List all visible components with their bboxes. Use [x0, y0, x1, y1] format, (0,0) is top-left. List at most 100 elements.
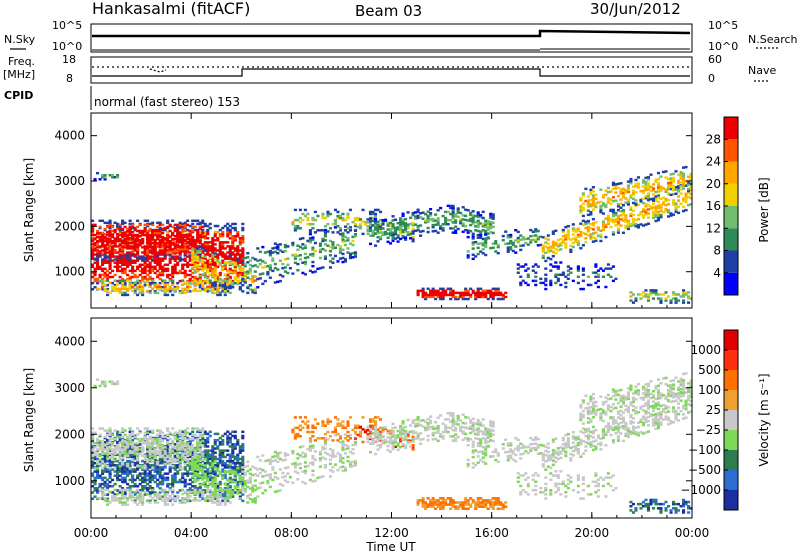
velocity-cell: [166, 478, 170, 482]
power-cell: [216, 259, 220, 262]
power-cell: [171, 237, 175, 241]
power-cell: [223, 289, 227, 293]
power-cell: [238, 261, 242, 264]
power-cell: [594, 203, 598, 207]
velocity-cell: [161, 439, 165, 443]
power-cell: [168, 248, 172, 251]
power-cell: [416, 228, 420, 232]
velocity-cell: [183, 468, 187, 471]
velocity-cell: [223, 461, 227, 465]
power-cell: [661, 202, 666, 206]
power-cell: [644, 209, 648, 212]
power-cell: [148, 237, 152, 241]
power-cell: [551, 244, 555, 248]
velocity-cell: [223, 487, 227, 490]
power-cell: [238, 267, 242, 270]
power-cell: [268, 249, 272, 253]
power-cell: [216, 253, 220, 256]
power-cell: [441, 229, 445, 232]
power-cell: [263, 261, 267, 264]
velocity-cell: [231, 466, 235, 469]
power-cell: [188, 247, 192, 250]
velocity-cell: [233, 468, 237, 471]
power-cell: [106, 239, 110, 243]
power-cell: [183, 239, 187, 243]
power-cell: [206, 276, 210, 280]
power-cell: [424, 295, 428, 299]
power-cell: [391, 239, 395, 242]
power-cell: [586, 209, 590, 212]
power-cell: [216, 257, 220, 260]
power-cell: [248, 263, 252, 267]
velocity-cell: [93, 487, 97, 490]
velocity-cell: [181, 444, 185, 447]
power-cell: [241, 251, 245, 254]
power-cell: [589, 283, 593, 287]
velocity-cell: [103, 452, 107, 455]
power-cell: [406, 233, 410, 237]
power-cell: [661, 196, 666, 200]
power-cell: [481, 291, 485, 295]
velocity-cell: [126, 444, 130, 447]
power-cell: [333, 218, 338, 222]
velocity-cell: [238, 447, 242, 450]
power-cell: [171, 267, 175, 271]
power-cell: [126, 263, 130, 266]
velocity-cell: [163, 450, 167, 453]
power-cell: [223, 273, 227, 276]
velocity-cell: [131, 480, 135, 484]
velocity-cell: [216, 447, 220, 450]
power-cell: [571, 237, 575, 240]
power-cell: [156, 259, 160, 262]
power-cell: [158, 281, 162, 285]
power-cell: [441, 297, 445, 301]
power-cell: [676, 179, 681, 183]
power-cell: [416, 208, 420, 211]
velocity-cell: [143, 456, 147, 460]
power-cell: [118, 279, 122, 282]
power-cell: [121, 242, 125, 245]
power-cell: [591, 194, 595, 197]
power-cell: [148, 229, 152, 233]
power-cell: [546, 256, 550, 260]
power-cell: [141, 229, 145, 233]
power-cell: [121, 257, 125, 260]
power-colorbar-tick: 12: [706, 221, 721, 235]
power-cell: [589, 204, 593, 208]
power-cell: [569, 250, 573, 254]
velocity-cell: [218, 453, 222, 457]
power-cell: [251, 278, 255, 282]
power-cell: [484, 237, 488, 240]
power-cell: [126, 227, 130, 231]
power-cell: [213, 224, 217, 228]
power-cell: [206, 249, 210, 252]
power-cell: [163, 227, 167, 231]
power-cell: [218, 245, 222, 248]
power-cell: [636, 293, 641, 296]
power-cell: [454, 219, 458, 222]
velocity-cell: [126, 499, 130, 502]
power-cell: [213, 255, 217, 258]
velocity-cell: [131, 450, 135, 453]
power-cell: [278, 249, 282, 252]
velocity-cell: [151, 458, 155, 462]
power-cell: [639, 200, 643, 203]
power-cell: [616, 219, 620, 222]
power-cell: [516, 240, 520, 244]
power-cell: [689, 196, 693, 200]
velocity-cell: [186, 446, 190, 449]
power-cell: [166, 239, 170, 242]
power-cell: [431, 289, 435, 293]
power-cell: [411, 211, 415, 215]
power-cell: [376, 208, 380, 212]
power-cell: [321, 214, 325, 218]
power-cell: [91, 253, 95, 256]
power-cell: [388, 224, 393, 227]
velocity-cell: [193, 436, 197, 440]
velocity-cell: [96, 491, 100, 494]
power-cell: [604, 235, 608, 239]
power-cell: [208, 249, 212, 252]
power-cell: [571, 223, 575, 226]
power-cell: [293, 227, 297, 230]
power-cell: [429, 293, 433, 297]
